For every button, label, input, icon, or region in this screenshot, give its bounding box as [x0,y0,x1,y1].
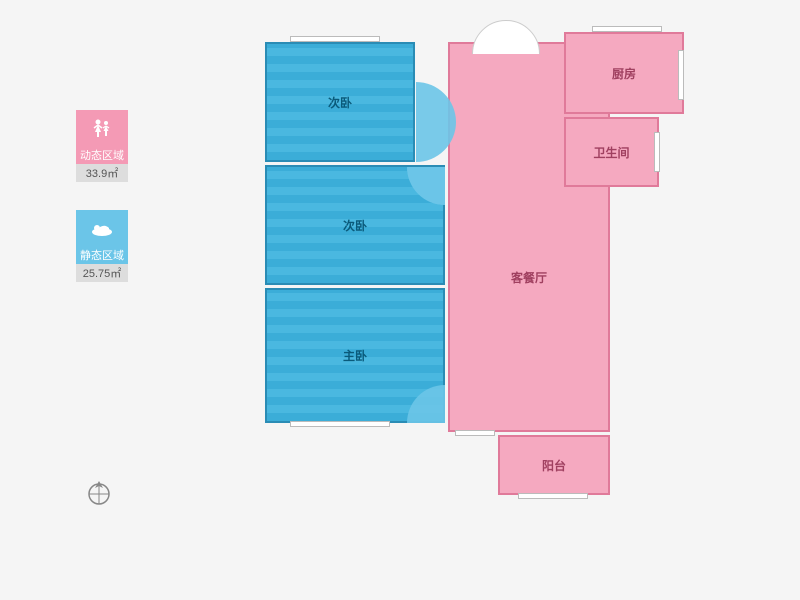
entry-door-icon [472,20,540,54]
door-arc-icon [416,82,496,162]
floorplan: 客餐厅 厨房 卫生间 阳台 次卧 次卧 主卧 [240,20,720,540]
window-mark [290,421,390,427]
window-mark [290,36,380,42]
room-bathroom: 卫生间 [564,117,659,187]
window-mark [455,430,495,436]
legend-dynamic-label: 动态区域 [76,146,128,164]
legend-panel: 动态区域 33.9㎡ 静态区域 25.75㎡ [72,110,132,310]
legend-dynamic-value: 33.9㎡ [76,164,128,182]
room-label: 主卧 [343,347,367,364]
room-kitchen: 厨房 [564,32,684,114]
people-icon [76,110,128,146]
window-mark [592,26,662,32]
sleep-icon [76,210,128,246]
legend-static: 静态区域 25.75㎡ [72,210,132,282]
legend-static-value: 25.75㎡ [76,264,128,282]
door-arc-icon [407,167,483,243]
window-mark [518,493,588,499]
room-balcony: 阳台 [498,435,610,495]
room-label: 厨房 [612,65,636,82]
room-label: 客餐厅 [511,269,547,286]
window-mark [654,132,660,172]
room-label: 阳台 [542,457,566,474]
window-mark [678,50,684,100]
legend-dynamic: 动态区域 33.9㎡ [72,110,132,182]
room-label: 卫生间 [593,144,629,161]
door-arc-icon [407,385,483,461]
room-label: 次卧 [343,217,367,234]
room-bedroom2a: 次卧 [265,42,415,162]
compass-icon [85,478,113,506]
room-label: 次卧 [328,94,352,111]
legend-static-label: 静态区域 [76,246,128,264]
